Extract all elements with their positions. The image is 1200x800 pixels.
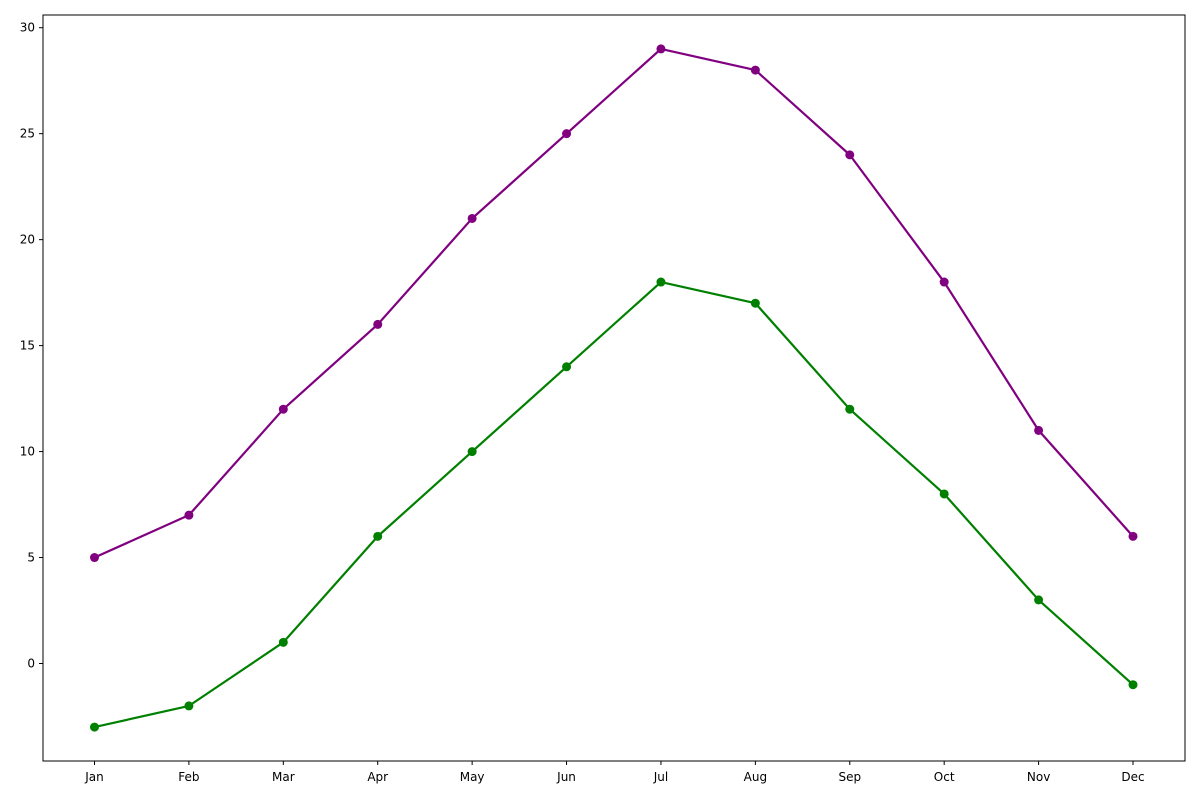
x-tick-label: Oct — [934, 770, 955, 784]
x-tick-label: Nov — [1027, 770, 1050, 784]
tick-layer: Jan Feb Mar Apr May Jun Jul Aug Sep Oct Nov Dec 0 5 10… — [20, 21, 1145, 784]
data-point — [1034, 425, 1044, 435]
data-point — [278, 404, 288, 414]
x-tick-label: Mar — [272, 770, 295, 784]
data-point — [939, 277, 949, 287]
series-line — [93, 280, 1135, 729]
data-point — [373, 319, 383, 329]
data-point — [467, 447, 477, 457]
data-point — [467, 213, 477, 223]
data-point — [562, 362, 572, 372]
data-point — [90, 722, 99, 732]
series-2 — [90, 277, 1138, 732]
series-line — [93, 47, 1135, 559]
y-tick-label: 20 — [20, 233, 35, 247]
data-point — [184, 701, 194, 711]
data-point — [1034, 595, 1044, 605]
data-point — [562, 129, 572, 139]
data-point — [939, 489, 949, 499]
data-point — [1128, 680, 1138, 690]
x-tick-label: Sep — [838, 770, 861, 784]
data-point — [184, 510, 194, 520]
y-tick-label: 30 — [20, 21, 35, 35]
data-point — [373, 531, 383, 541]
axes-frame — [42, 14, 1186, 762]
y-tick-label: 15 — [20, 339, 35, 353]
x-tick-label: Jul — [653, 770, 668, 784]
y-tick-label: 0 — [27, 657, 35, 671]
x-tick-label: Apr — [367, 770, 388, 784]
data-point — [278, 637, 288, 647]
x-tick-label: May — [460, 770, 485, 784]
y-tick-label: 25 — [20, 127, 35, 141]
data-point — [845, 150, 855, 160]
data-point — [845, 404, 855, 414]
y-tick-label: 5 — [27, 551, 35, 565]
data-point — [656, 44, 666, 54]
x-tick-label: Jan — [84, 770, 104, 784]
data-point — [750, 65, 760, 75]
data-point — [656, 277, 666, 287]
data-point — [750, 298, 760, 308]
data-point — [1128, 531, 1138, 541]
y-tick-label: 10 — [20, 445, 35, 459]
x-tick-label: Jun — [556, 770, 576, 784]
series-1 — [90, 44, 1138, 563]
data-point — [90, 553, 99, 563]
x-tick-label: Aug — [744, 770, 767, 784]
x-tick-label: Feb — [178, 770, 199, 784]
x-tick-label: Dec — [1121, 770, 1144, 784]
series-layer — [90, 44, 1138, 732]
